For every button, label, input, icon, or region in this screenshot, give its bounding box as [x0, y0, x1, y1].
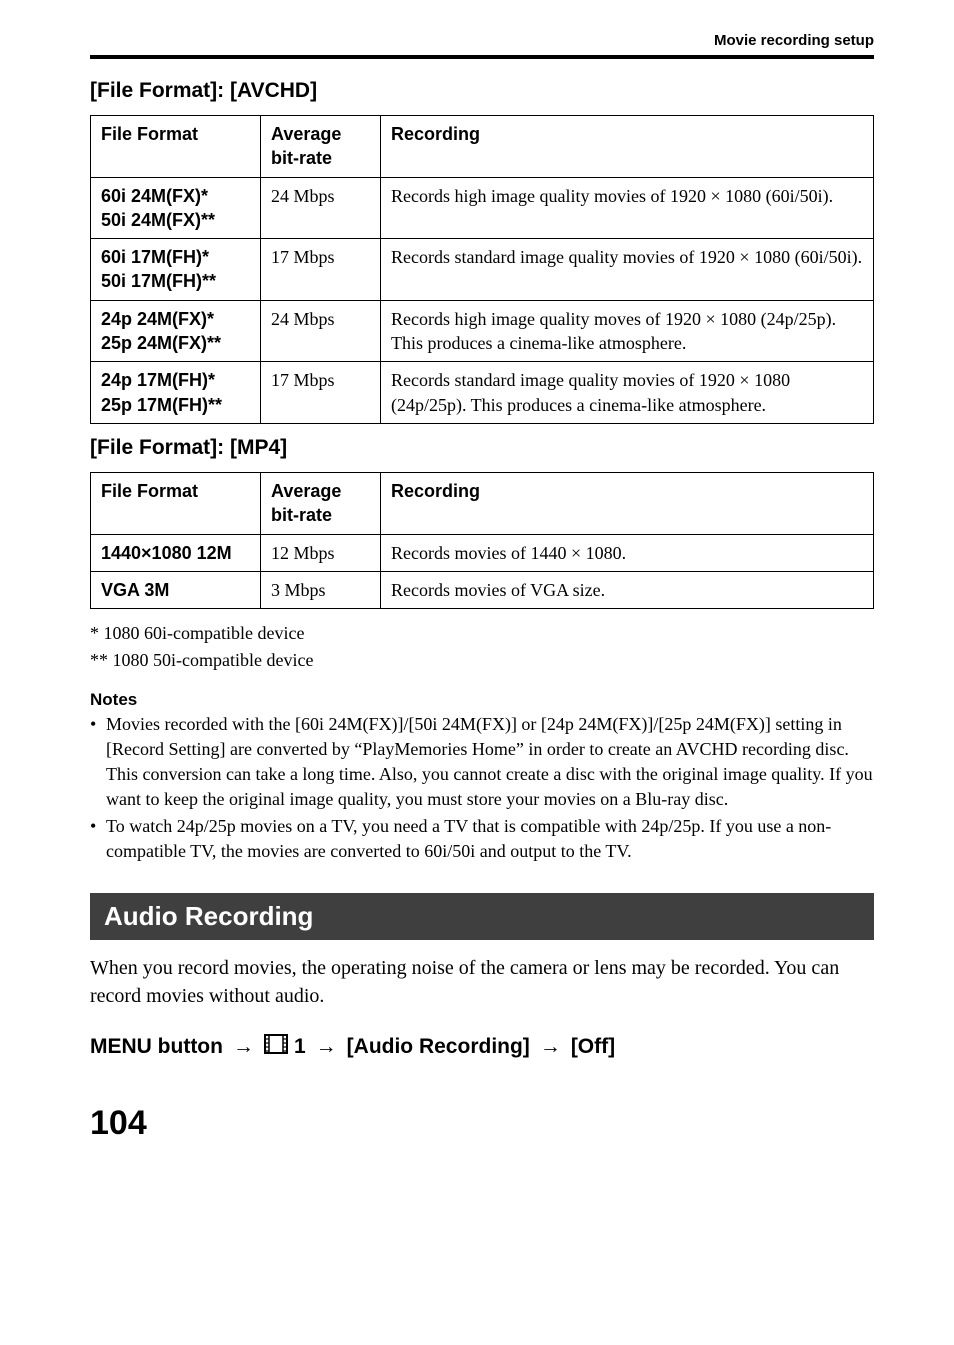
- cell-rec: Records standard image quality movies of…: [381, 362, 874, 424]
- notes-list: Movies recorded with the [60i 24M(FX)]/[…: [90, 712, 874, 865]
- arrow-icon: →: [312, 1035, 341, 1059]
- cell-rec: Records high image quality movies of 192…: [381, 177, 874, 239]
- notes-heading: Notes: [90, 690, 874, 710]
- movie-icon: [264, 1034, 288, 1060]
- col-header: File Format: [91, 472, 261, 534]
- cell-ff: 24p 24M(FX)*25p 24M(FX)**: [91, 300, 261, 362]
- cell-ff: 60i 17M(FH)*50i 17M(FH)**: [91, 239, 261, 301]
- page-number: 104: [90, 1104, 874, 1143]
- col-header: Recording: [381, 472, 874, 534]
- avchd-table: File Format Average bit-rate Recording 6…: [90, 115, 874, 424]
- cell-rec: Records movies of 1440 × 1080.: [381, 534, 874, 571]
- cell-ff: 1440×1080 12M: [91, 534, 261, 571]
- section-heading-mp4: [File Format]: [MP4]: [90, 436, 874, 460]
- section-banner: Audio Recording: [90, 893, 874, 940]
- table-row: 24p 17M(FH)*25p 17M(FH)** 17 Mbps Record…: [91, 362, 874, 424]
- page-header: Movie recording setup: [90, 32, 874, 59]
- footnote-b: ** 1080 50i-compatible device: [90, 648, 874, 673]
- table-row: 60i 17M(FH)*50i 17M(FH)** 17 Mbps Record…: [91, 239, 874, 301]
- cell-rate: 12 Mbps: [261, 534, 381, 571]
- cell-ff: VGA 3M: [91, 571, 261, 608]
- cell-rate: 17 Mbps: [261, 362, 381, 424]
- cell-rec: Records standard image quality movies of…: [381, 239, 874, 301]
- arrow-icon: →: [229, 1035, 258, 1059]
- footnote-a: * 1080 60i-compatible device: [90, 621, 874, 646]
- cell-ff: 24p 17M(FH)*25p 17M(FH)**: [91, 362, 261, 424]
- cell-rec: Records high image quality moves of 1920…: [381, 300, 874, 362]
- table-row: VGA 3M 3 Mbps Records movies of VGA size…: [91, 571, 874, 608]
- arrow-icon: →: [536, 1035, 565, 1059]
- section-heading-avchd: [File Format]: [AVCHD]: [90, 79, 874, 103]
- menu-path-segment: MENU button: [90, 1035, 223, 1059]
- list-item: Movies recorded with the [60i 24M(FX)]/[…: [90, 712, 874, 813]
- list-item: To watch 24p/25p movies on a TV, you nee…: [90, 814, 874, 864]
- col-header: Average bit-rate: [261, 472, 381, 534]
- table-row: 1440×1080 12M 12 Mbps Records movies of …: [91, 534, 874, 571]
- cell-rec: Records movies of VGA size.: [381, 571, 874, 608]
- cell-rate: 24 Mbps: [261, 300, 381, 362]
- cell-ff: 60i 24M(FX)*50i 24M(FX)**: [91, 177, 261, 239]
- body-paragraph: When you record movies, the operating no…: [90, 954, 874, 1010]
- col-header: Recording: [381, 116, 874, 178]
- col-header: Average bit-rate: [261, 116, 381, 178]
- cell-rate: 17 Mbps: [261, 239, 381, 301]
- cell-rate: 24 Mbps: [261, 177, 381, 239]
- table-row: 60i 24M(FX)*50i 24M(FX)** 24 Mbps Record…: [91, 177, 874, 239]
- cell-rate: 3 Mbps: [261, 571, 381, 608]
- menu-path: MENU button → 1 → [Audio Recording] → [O…: [90, 1034, 874, 1060]
- menu-path-segment: 1: [294, 1035, 306, 1059]
- mp4-table: File Format Average bit-rate Recording 1…: [90, 472, 874, 609]
- menu-path-segment: [Audio Recording]: [347, 1035, 530, 1059]
- menu-path-segment: [Off]: [571, 1035, 615, 1059]
- table-row: 24p 24M(FX)*25p 24M(FX)** 24 Mbps Record…: [91, 300, 874, 362]
- col-header: File Format: [91, 116, 261, 178]
